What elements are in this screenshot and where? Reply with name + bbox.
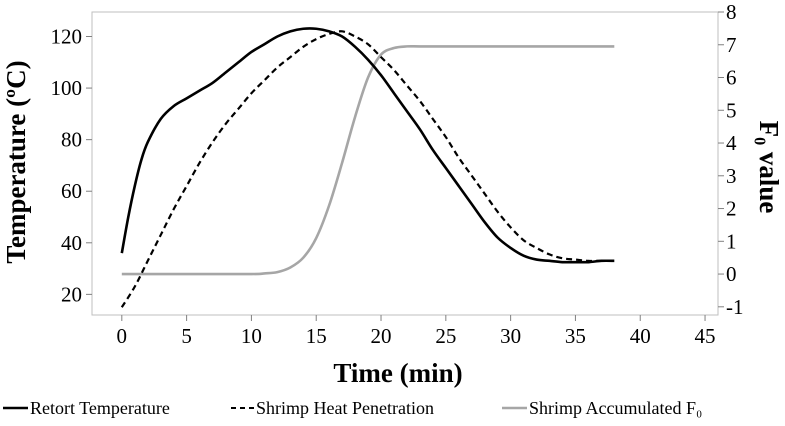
x-tick-label: 25: [435, 324, 456, 348]
y-right-tick-label: 5: [726, 98, 737, 122]
y-axis-title-right: F₀ value: [754, 121, 784, 214]
legend-label-retort-temperature: Retort Temperature: [30, 398, 170, 418]
series-line-retort-temperature: [120, 27, 615, 264]
x-tick-label: 35: [565, 324, 586, 348]
y-right-tick-label: 4: [726, 131, 737, 155]
x-tick-label: 40: [630, 324, 651, 348]
y-right-tick-label: 3: [726, 164, 737, 188]
plot-area: [91, 11, 719, 316]
y-left-tick-label: 100: [51, 76, 83, 100]
x-tick-label: 10: [241, 324, 262, 348]
x-axis-title: Time (min): [333, 358, 462, 388]
y-left-tick-label: 60: [61, 179, 82, 203]
y-right-tick-label: -1: [726, 295, 744, 319]
y-right-tick-label: 0: [726, 262, 737, 286]
y-right-tick-label: 8: [726, 0, 737, 24]
x-tick-label: 5: [181, 324, 192, 348]
legend-label-shrimp-heat-penetration: Shrimp Heat Penetration: [256, 398, 434, 418]
legend: Retort Temperature Shrimp Heat Penetrati…: [3, 398, 702, 418]
y-left-tick-label: 80: [61, 128, 82, 152]
y-left-tick-label: 40: [61, 231, 82, 255]
ticks-layer: 0 5 10 15 20 25 30 35 40 4520406080100120-1012345…: [51, 0, 744, 348]
y-left-tick-label: 120: [51, 24, 83, 48]
y-right-tick-label: 6: [726, 66, 737, 90]
y-left-tick-label: 20: [61, 282, 82, 306]
x-tick-label: 15: [306, 324, 327, 348]
x-tick-label: 30: [500, 324, 521, 348]
x-tick-label: 20: [371, 324, 392, 348]
y-right-tick-label: 7: [726, 33, 737, 57]
series-line-shrimp-heat-penetration: [120, 30, 615, 308]
legend-label-shrimp-accumulated-f0: Shrimp Accumulated F₀: [529, 398, 702, 418]
y-axis-title-left: Temperature (ºC): [1, 60, 31, 263]
y-right-tick-label: 1: [726, 229, 737, 253]
x-tick-label: 0: [117, 324, 128, 348]
y-right-tick-label: 2: [726, 197, 737, 221]
plot-frame: [91, 11, 719, 316]
series-line-shrimp-accumulated-f0: [121, 44, 615, 276]
series-layer: [120, 27, 615, 308]
x-tick-label: 45: [695, 324, 716, 348]
